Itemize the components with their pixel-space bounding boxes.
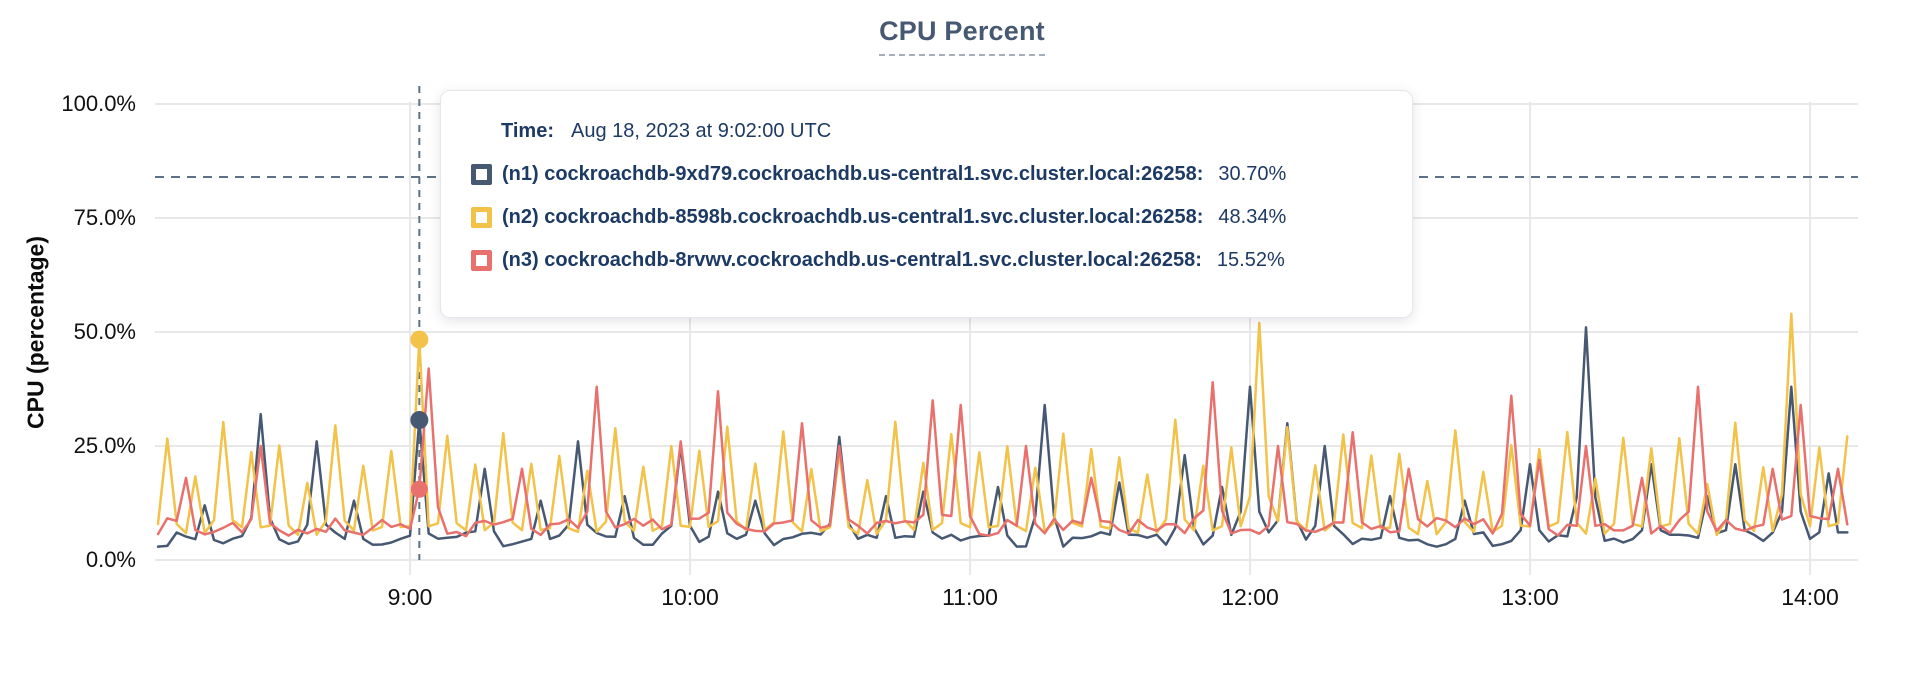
- tooltip-time-label: Time:: [501, 120, 554, 142]
- chart-title-wrap: CPU Percent: [0, 16, 1924, 56]
- series-n1-swatch-icon: [471, 163, 492, 185]
- legend-label: (n3) cockroachdb-8rvwv.cockroachdb.us-ce…: [502, 249, 1202, 271]
- x-tick-label: 13:00: [1501, 584, 1559, 610]
- chart-title: CPU Percent: [879, 16, 1045, 56]
- y-tick-label: 25.0%: [73, 433, 136, 458]
- series-line-n1: [156, 326, 1849, 548]
- legend-row: (n1) cockroachdb-9xd79.cockroachdb.us-ce…: [471, 161, 1382, 187]
- legend-row: (n2) cockroachdb-8598b.cockroachdb.us-ce…: [471, 204, 1382, 230]
- x-tick-label: 14:00: [1781, 584, 1839, 610]
- legend-label: (n1) cockroachdb-9xd79.cockroachdb.us-ce…: [502, 163, 1204, 185]
- hover-dot-n3: [410, 480, 428, 498]
- chart-tooltip: Time: Aug 18, 2023 at 9:02:00 UTC (n1) co…: [440, 90, 1413, 318]
- legend-value: 30.70%: [1218, 163, 1287, 185]
- legend-row: (n3) cockroachdb-8rvwv.cockroachdb.us-ce…: [471, 247, 1382, 273]
- x-tick-label: 12:00: [1221, 584, 1279, 610]
- tooltip-time-value: Aug 18, 2023 at 9:02:00 UTC: [570, 120, 832, 142]
- tooltip-time-row: Time: Aug 18, 2023 at 9:02:00 UTC: [501, 118, 1382, 144]
- series-n3-swatch-icon: [471, 249, 492, 271]
- legend-value: 48.34%: [1218, 206, 1287, 228]
- legend-label: (n2) cockroachdb-8598b.cockroachdb.us-ce…: [502, 206, 1204, 228]
- x-tick-label: 9:00: [387, 584, 433, 610]
- x-tick-label: 11:00: [942, 584, 998, 610]
- series-line-n2: [156, 312, 1849, 537]
- series-n2-swatch-icon: [471, 206, 492, 228]
- x-tick-label: 10:00: [661, 584, 719, 610]
- y-tick-label: 50.0%: [73, 319, 136, 344]
- y-tick-label: 0.0%: [85, 547, 136, 572]
- series-line-n3: [156, 367, 1849, 538]
- hover-dot-n1: [410, 411, 429, 430]
- y-tick-label: 100.0%: [61, 91, 136, 116]
- y-tick-label: 75.0%: [73, 205, 136, 230]
- legend-value: 15.52%: [1216, 249, 1285, 271]
- hover-dot-n2: [410, 330, 429, 349]
